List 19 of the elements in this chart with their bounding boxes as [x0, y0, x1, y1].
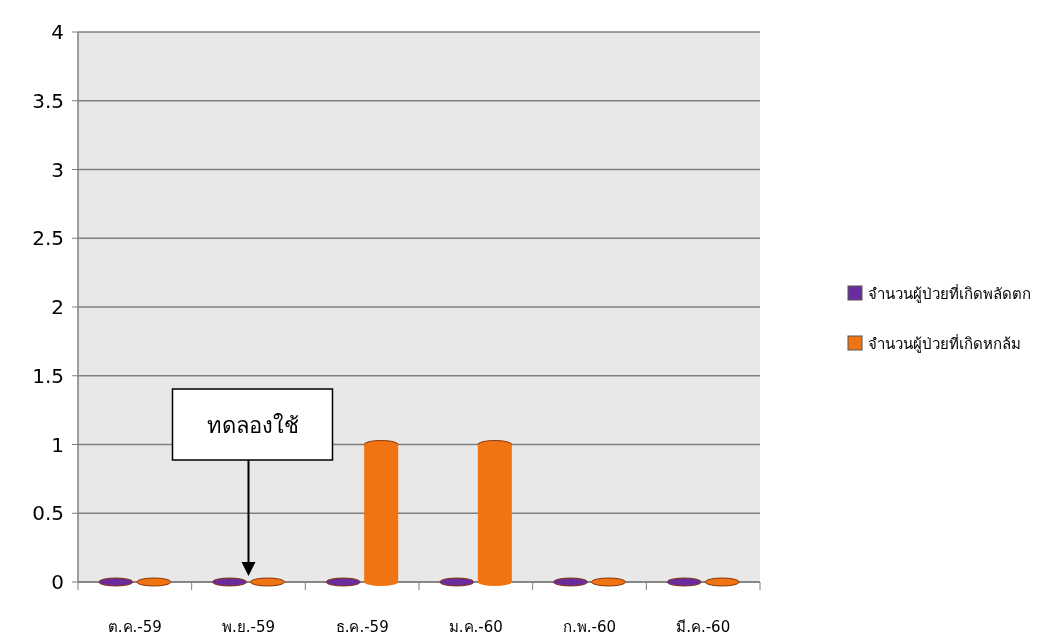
y-tick-label: 3	[51, 157, 64, 182]
x-tick-label: ก.พ.-60	[562, 618, 617, 636]
y-tick-label: 2.5	[32, 226, 64, 251]
x-tick-label: ม.ค.-60	[448, 618, 503, 636]
x-tick-label: มี.ค.-60	[676, 618, 731, 636]
callout: ทดลองใช้	[171, 388, 334, 576]
y-tick-label: 1.5	[32, 363, 64, 388]
x-tick-label: พ.ย.-59	[221, 618, 276, 636]
y-tick-label: 0.5	[32, 501, 64, 526]
y-tick-label: 2	[51, 295, 64, 319]
legend-label: จำนวนผู้ป่วยที่เกิดพลัดตก	[868, 283, 1031, 303]
x-tick-label: ต.ค.-59	[107, 618, 162, 636]
x-tick-label: ธ.ค.-59	[335, 618, 389, 636]
y-tick-label: 4	[51, 20, 64, 44]
y-tick-label: 1	[51, 432, 64, 457]
y-tick-label: 3.5	[32, 88, 64, 113]
legend-label: จำนวนผู้ป่วยที่เกิดหกล้ม	[868, 333, 1021, 353]
annotation: ทดลองใช้	[206, 413, 299, 438]
y-tick-label: 0	[51, 570, 64, 594]
